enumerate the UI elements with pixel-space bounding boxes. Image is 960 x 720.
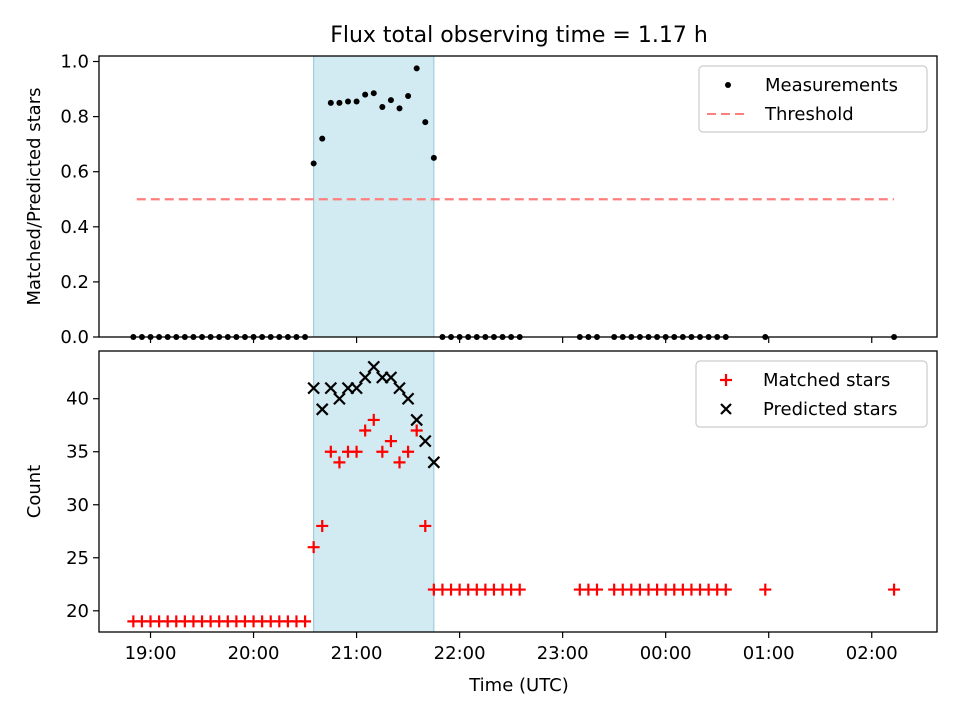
observing-window-shade	[313, 55, 435, 338]
y-tick-label: 40	[66, 389, 89, 410]
y-tick-label: 1.0	[60, 52, 89, 73]
legend-threshold-label: Threshold	[764, 104, 854, 125]
measurement-point	[379, 103, 386, 110]
predicted-star-point	[358, 371, 372, 384]
matched-star-point	[402, 445, 415, 458]
y-tick-label: 35	[66, 442, 89, 463]
chart-title: Flux total observing time = 1.17 h	[330, 23, 708, 48]
legend-predicted-marker	[720, 403, 732, 415]
legend-predicted-label: Predicted stars	[763, 399, 897, 420]
count-points	[127, 360, 901, 628]
observing-window-shade	[313, 350, 435, 633]
predicted-star-point	[418, 434, 432, 448]
matched-star-point	[376, 445, 389, 458]
matched-star-point	[350, 445, 363, 458]
measurement-point	[405, 92, 412, 99]
ratio-panel-frame	[98, 55, 938, 338]
ratio-panel-y-label: Matched/Predicted stars	[24, 88, 45, 306]
predicted-star-point	[315, 403, 329, 416]
count-panel-frame	[98, 350, 938, 633]
matched-star-point	[719, 583, 732, 596]
y-tick-label: 0.8	[60, 107, 89, 128]
ratio-panel: 0.0 0.2 0.4 0.6 0.8 1.0 Matched/Predicted sta…	[24, 52, 938, 348]
y-tick-label: 0.6	[60, 162, 89, 183]
x-tick-label: 22:00	[434, 643, 486, 664]
matched-star-point	[333, 456, 346, 469]
x-tick-label: 02:00	[846, 643, 898, 664]
measurement-point	[362, 91, 369, 98]
ratio-panel-x-ticks	[149, 337, 873, 343]
y-tick-label: 20	[66, 601, 89, 622]
matched-star-point	[590, 583, 603, 596]
ratio-panel-y-ticks: 0.0 0.2 0.4 0.6 0.8 1.0	[60, 52, 99, 348]
measurement-point	[327, 99, 334, 106]
count-panel-y-label: Count	[24, 465, 45, 518]
measurement-point	[310, 160, 317, 167]
matched-star-point	[324, 445, 337, 458]
x-tick-label: 00:00	[640, 643, 692, 664]
matched-star-point	[299, 615, 312, 628]
x-tick-label: 23:00	[537, 643, 589, 664]
y-tick-label: 0.4	[60, 217, 89, 238]
legend-matched-label: Matched stars	[763, 370, 890, 391]
matched-star-point	[888, 583, 901, 596]
matched-star-point	[384, 435, 397, 448]
matched-star-point	[513, 583, 526, 596]
predicted-star-point	[410, 413, 423, 427]
y-tick-label: 30	[66, 495, 89, 516]
predicted-star-point	[401, 392, 415, 405]
measurement-point	[336, 99, 343, 106]
matched-star-point	[307, 541, 320, 554]
predicted-star-point	[350, 381, 363, 395]
count-panel-x-ticks: 19:00 20:00 21:00 22:00 23:00 00:00 01:00 02:00	[125, 632, 898, 664]
y-tick-label: 25	[66, 548, 89, 569]
predicted-star-point	[367, 360, 381, 374]
predicted-star-point	[324, 381, 338, 395]
matched-star-point	[393, 456, 406, 469]
x-tick-label: 01:00	[743, 643, 795, 664]
matched-star-point	[367, 413, 380, 426]
matched-star-point	[410, 424, 423, 437]
y-tick-label: 0.0	[60, 327, 89, 348]
count-panel: 19:00 20:00 21:00 22:00 23:00 00:00 01:00 02:00…	[24, 350, 938, 696]
measurement-point	[396, 105, 403, 112]
measurement-point	[353, 98, 360, 105]
legend-box	[698, 65, 928, 133]
measurement-point	[413, 65, 420, 72]
x-tick-label: 21:00	[331, 643, 383, 664]
matched-star-point	[419, 519, 432, 532]
measurement-point	[387, 97, 394, 104]
predicted-star-point	[427, 456, 441, 469]
count-panel-legend: Matched stars Predicted stars	[695, 360, 928, 428]
measurement-point	[422, 119, 429, 126]
predicted-star-point	[307, 381, 320, 395]
measurement-point	[370, 90, 377, 97]
measurement-point	[430, 154, 437, 161]
count-panel-y-ticks: 20 25 30 35 40	[66, 389, 99, 622]
matched-star-point	[759, 583, 772, 596]
x-tick-label: 19:00	[125, 643, 177, 664]
legend-measurements-marker	[725, 82, 731, 88]
predicted-star-point	[393, 381, 406, 395]
predicted-star-point	[333, 392, 346, 405]
legend-box	[695, 360, 928, 428]
matched-star-point	[359, 424, 372, 437]
x-axis-label: Time (UTC)	[468, 675, 569, 696]
matched-star-point	[316, 519, 329, 532]
measurement-point	[344, 98, 351, 105]
predicted-star-point	[384, 371, 398, 384]
legend-measurements-label: Measurements	[765, 75, 898, 96]
measurement-point	[319, 135, 326, 142]
x-tick-label: 20:00	[228, 643, 280, 664]
legend-matched-marker	[720, 374, 732, 386]
ratio-panel-legend: Measurements Threshold	[698, 65, 928, 133]
y-tick-label: 0.2	[60, 272, 89, 293]
